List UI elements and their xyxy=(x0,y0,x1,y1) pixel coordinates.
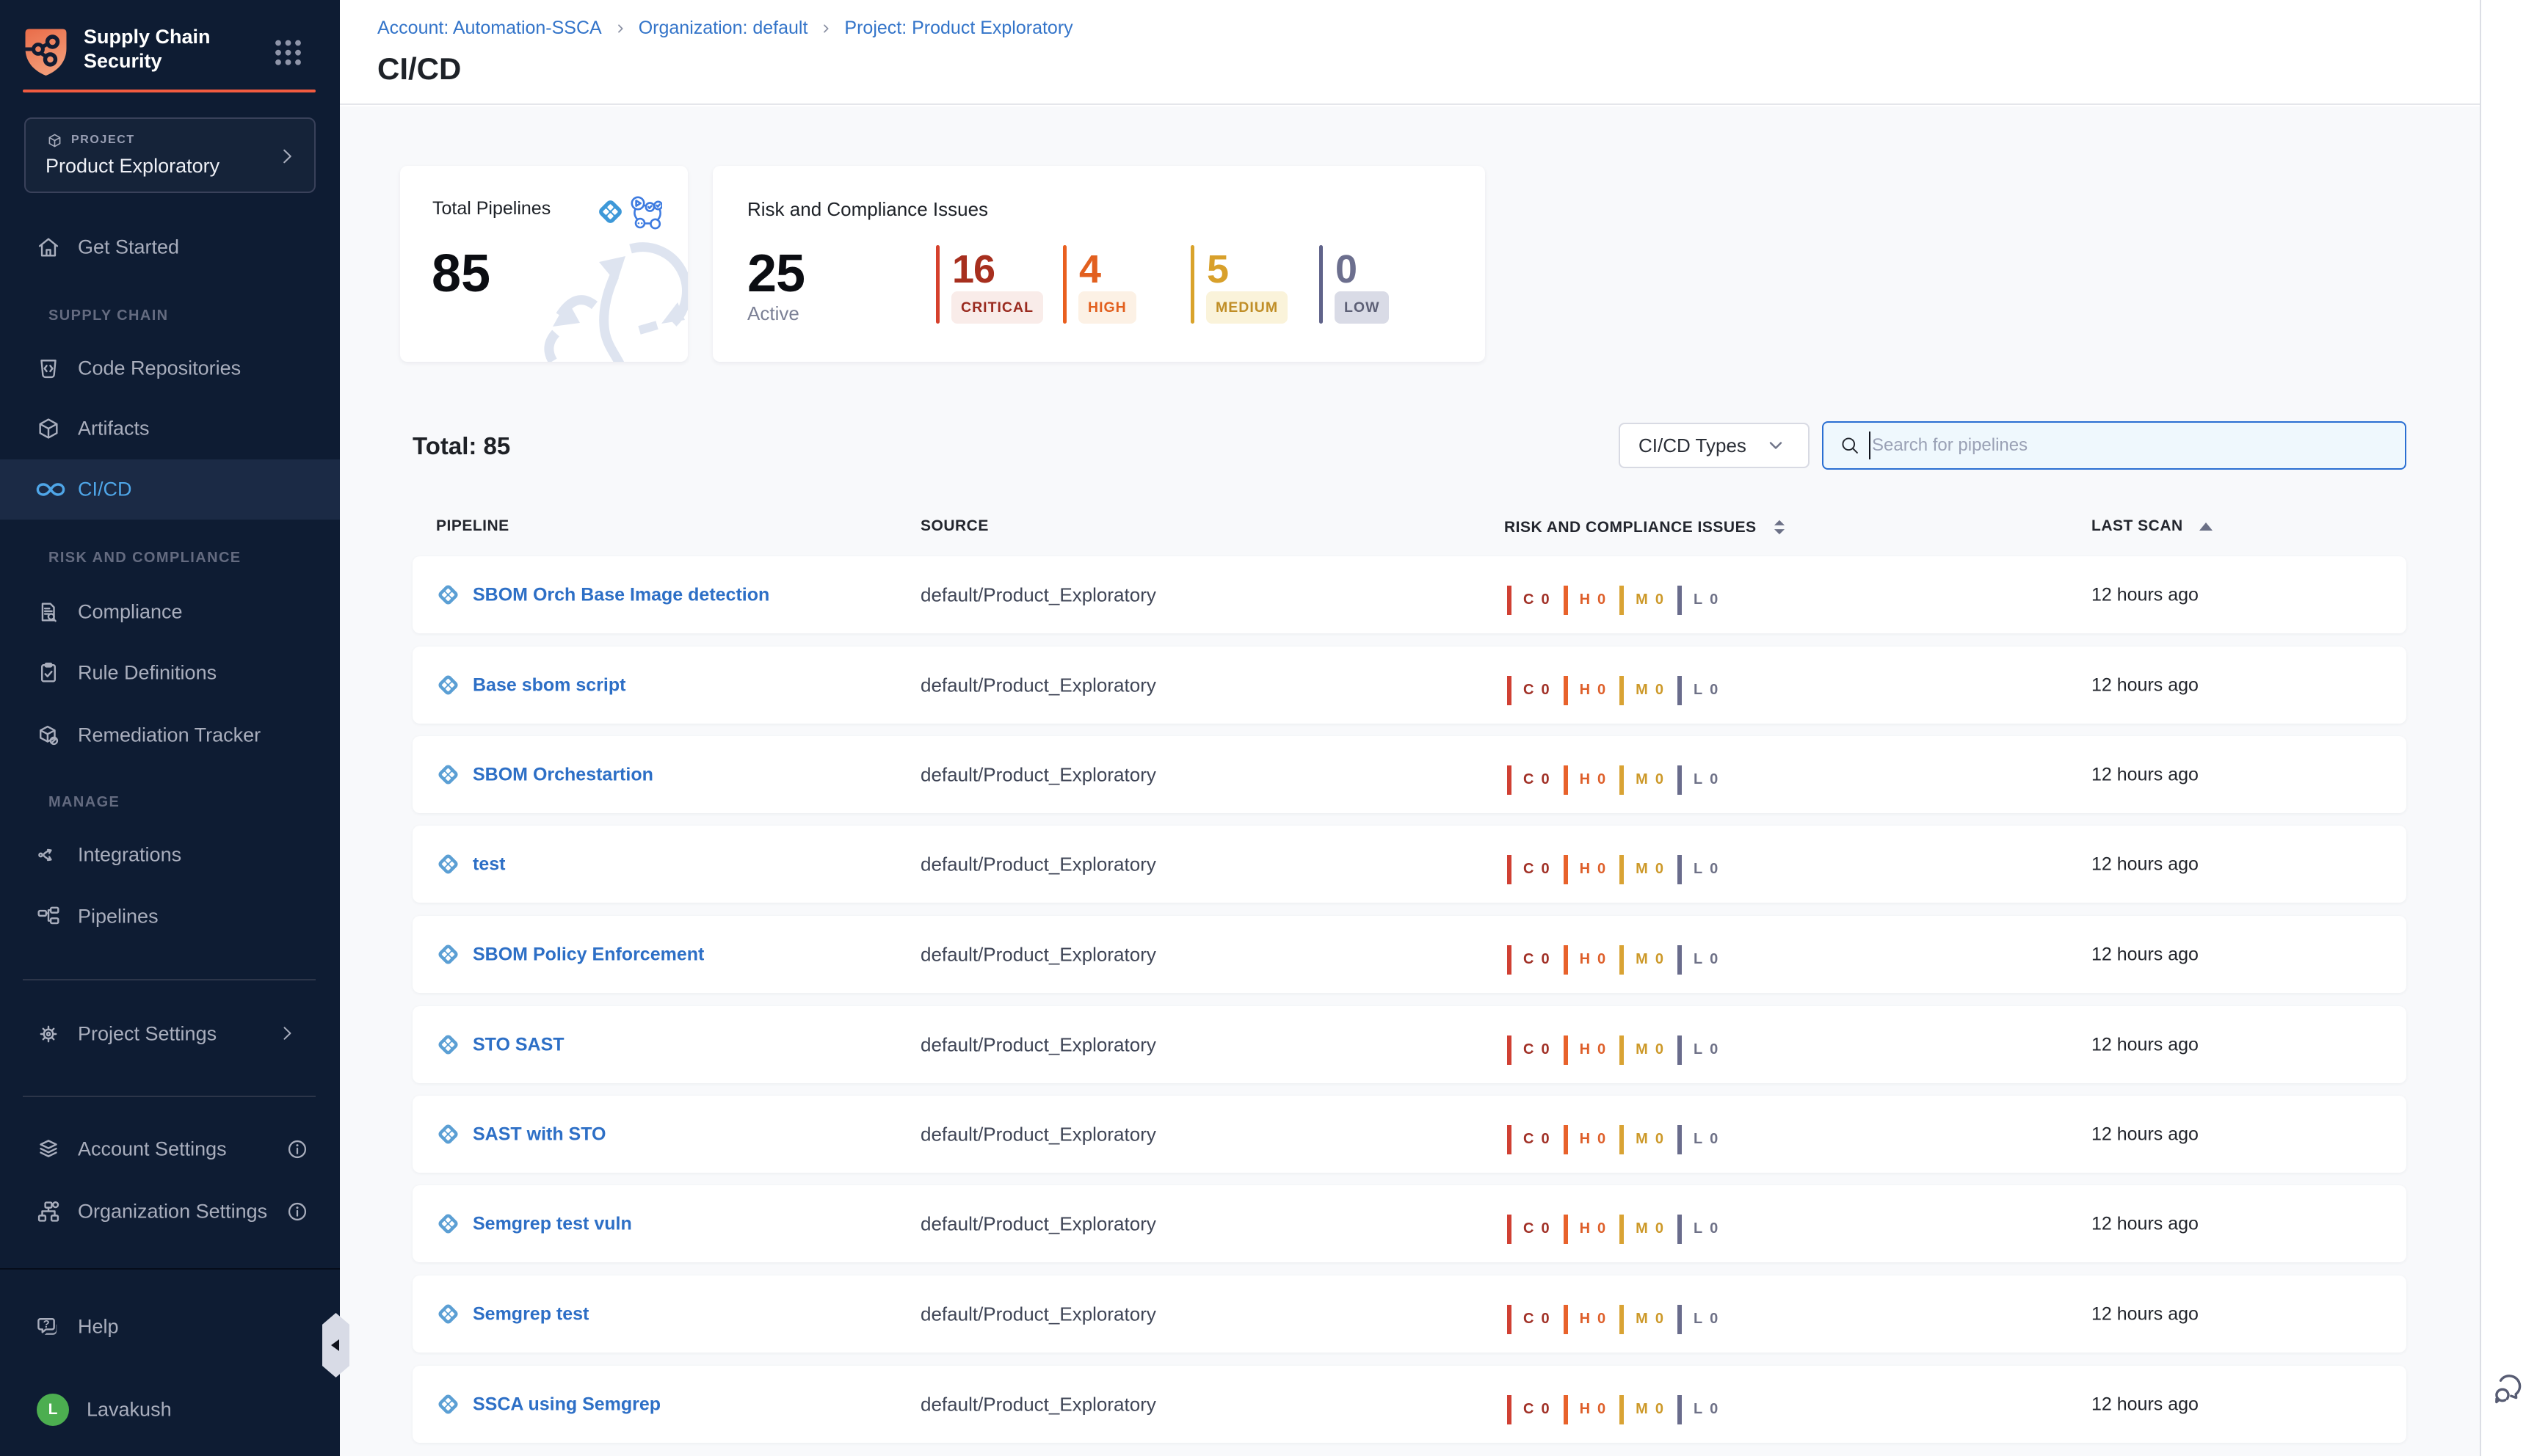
svg-text:?: ? xyxy=(43,1319,50,1331)
